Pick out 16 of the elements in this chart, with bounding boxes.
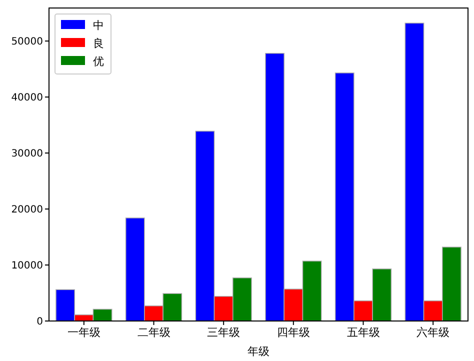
y-tick-label: 30000 bbox=[11, 148, 43, 160]
x-tick-label: 五年级 bbox=[346, 326, 380, 339]
y-tick-label: 50000 bbox=[11, 36, 43, 48]
y-tick-label: 20000 bbox=[11, 204, 43, 216]
legend-label: 良 bbox=[93, 36, 104, 50]
x-tick-label: 三年级 bbox=[207, 326, 240, 339]
x-tick-label: 四年级 bbox=[276, 326, 310, 339]
x-tick-label: 一年级 bbox=[67, 326, 100, 339]
x-tick-label: 二年级 bbox=[137, 326, 170, 339]
y-tick-label: 0 bbox=[36, 316, 43, 328]
y-tick-label: 10000 bbox=[11, 260, 43, 272]
y-tick-label: 40000 bbox=[11, 92, 43, 104]
legend-label: 优 bbox=[93, 54, 104, 68]
x-axis-title: 年级 bbox=[248, 345, 270, 358]
x-tick-label: 六年级 bbox=[416, 326, 450, 339]
legend-label: 中 bbox=[93, 18, 104, 32]
